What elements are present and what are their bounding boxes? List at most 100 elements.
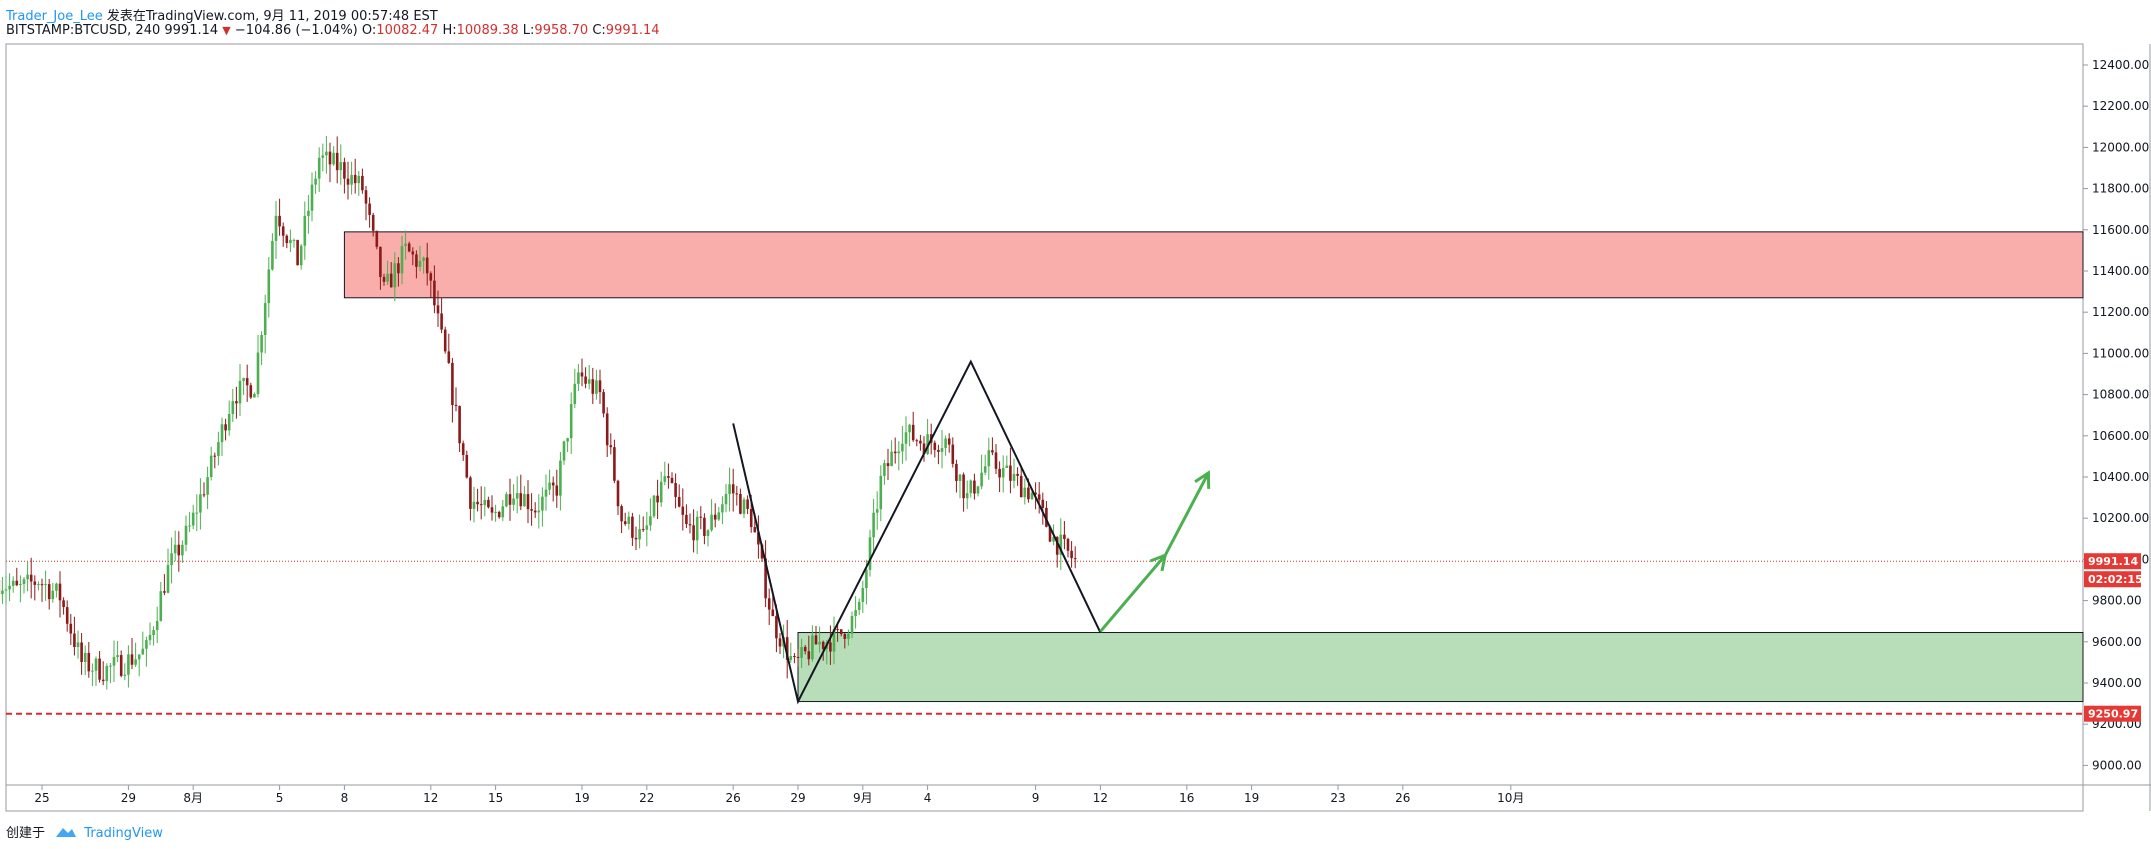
time-axis[interactable]: 25 29 8月 5 8 12 15 19 22 26 29 9月 4 9 12 16 19 23 26 10月 (34, 785, 1524, 805)
tradingview-link[interactable]: TradingView (84, 826, 163, 841)
candle-body (811, 635, 814, 660)
candle-body (991, 450, 994, 453)
candle-body (393, 263, 397, 288)
candle-body (425, 257, 429, 274)
candle-body (937, 449, 940, 452)
candle-body (1066, 539, 1070, 551)
candle-body (62, 600, 65, 608)
candle-body (631, 516, 634, 538)
candle-body (742, 499, 746, 514)
candle-body (137, 654, 141, 660)
candle-body (292, 239, 296, 241)
candle-body (497, 511, 501, 518)
candle-body (461, 443, 465, 455)
candle-body (854, 610, 857, 617)
candle-body (26, 574, 29, 580)
candle-body (591, 379, 595, 394)
candle-body (613, 447, 616, 481)
candle-body (951, 444, 955, 464)
candle-body (91, 670, 94, 672)
candle-body (296, 239, 299, 266)
candle-body (94, 658, 98, 671)
candle-body (400, 246, 404, 274)
candle-body (793, 656, 796, 658)
candle-body (645, 525, 649, 530)
candle-body (382, 276, 386, 282)
candle-body (857, 601, 861, 611)
candle-body (969, 480, 973, 494)
y-tick-label: 11200.00 (2092, 305, 2149, 319)
candle-body (483, 499, 487, 506)
y-tick-label: 11600.00 (2092, 223, 2149, 237)
low-label: L: (522, 23, 535, 38)
candle-body (368, 203, 371, 215)
candle-body (926, 434, 929, 455)
candle-body (764, 558, 767, 599)
candle-body (379, 246, 382, 277)
x-tick-label: 19 (1244, 791, 1259, 805)
y-tick-label: 9600.00 (2092, 635, 2142, 649)
candle-body (47, 584, 51, 600)
x-tick-label: 4 (924, 791, 932, 805)
candle-body (584, 376, 587, 384)
open-value: 10082.47 (376, 23, 439, 38)
candle-body (580, 372, 584, 377)
y-tick-label: 12200.00 (2092, 99, 2149, 113)
candle-body (371, 214, 375, 231)
candle-body (4, 589, 8, 591)
candle-body (1, 590, 4, 595)
candle-body (1073, 558, 1077, 560)
candle-body (749, 508, 753, 528)
candle-body (685, 514, 688, 525)
y-tick-label: 10400.00 (2092, 470, 2149, 484)
candle-body (785, 637, 789, 660)
candle-body (479, 504, 483, 506)
candle-body (667, 476, 670, 478)
x-tick-label: 15 (488, 791, 503, 805)
x-tick-label: 26 (726, 791, 741, 805)
candle-body (515, 493, 519, 499)
y-tick-label: 11400.00 (2092, 264, 2149, 278)
candle-body (170, 553, 173, 566)
candle-body (573, 383, 577, 405)
candle-body (512, 498, 515, 505)
candle-body (620, 506, 623, 522)
lines-layer (6, 560, 2083, 715)
candle-body (346, 178, 350, 185)
countdown-tag-label: 02:02:15 (2088, 573, 2143, 586)
candle-body (469, 477, 472, 509)
candle-body (433, 280, 436, 306)
x-tick-label: 29 (121, 791, 136, 805)
candle-body (789, 656, 793, 660)
created-with-text: 创建于 (6, 826, 46, 841)
candle-body (8, 585, 11, 590)
author-link[interactable]: Trader_Joe_Lee (6, 9, 103, 24)
candle-body (757, 532, 760, 545)
candle-body (224, 424, 227, 431)
candle-body (634, 537, 638, 540)
candle-body (598, 380, 602, 393)
candle-body (148, 635, 152, 641)
y-tick-label: 12000.00 (2092, 140, 2149, 154)
projection-arrow-shaft (1099, 554, 1167, 633)
price-axis[interactable]: 9000.009200.009400.009600.009800.0010000… (2083, 58, 2149, 772)
candle-body (40, 584, 44, 586)
candle-body (325, 151, 328, 156)
candle-body (886, 463, 890, 467)
candle-body (800, 646, 803, 658)
candle-body (649, 516, 652, 526)
candle-body (814, 635, 818, 645)
candle-body (775, 616, 778, 639)
candle-body (519, 493, 523, 507)
candle-body (875, 509, 879, 513)
candle-body (692, 525, 695, 541)
close-value: 9991.14 (605, 23, 660, 38)
candle-body (548, 482, 551, 490)
candle-body (87, 652, 91, 672)
candle-body (541, 496, 544, 511)
candle-body (638, 529, 641, 540)
current-price-tag-bg (2084, 553, 2141, 570)
projection-arrow-head (1194, 470, 1211, 489)
x-tick-label: 12 (423, 791, 438, 805)
